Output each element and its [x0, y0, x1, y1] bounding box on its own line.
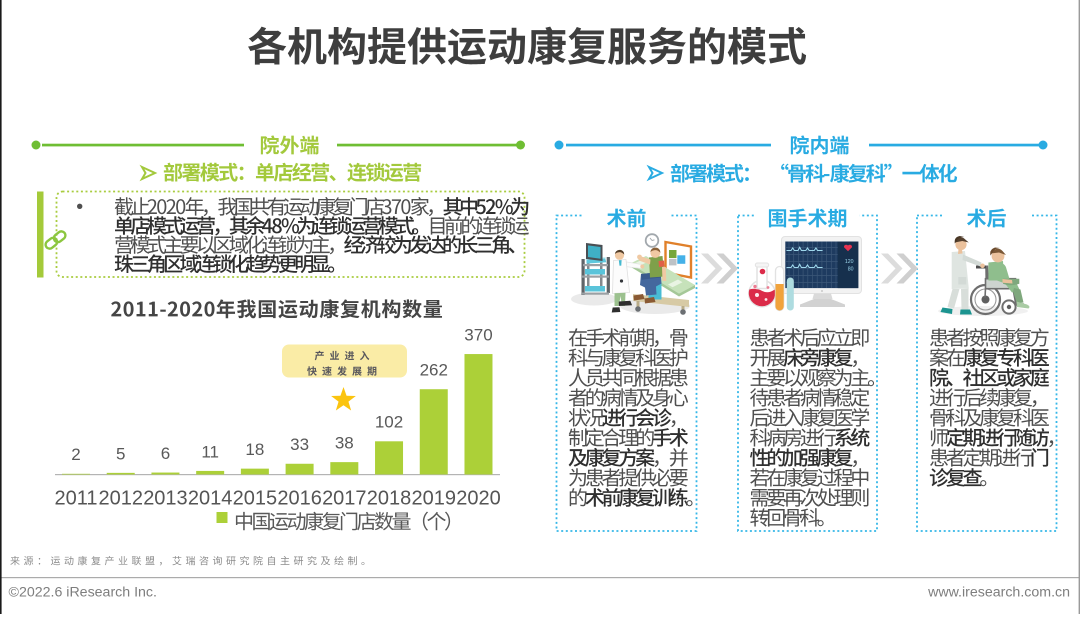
- svg-text:2015: 2015: [233, 488, 278, 510]
- svg-text:38: 38: [335, 434, 354, 453]
- svg-text:5: 5: [116, 444, 125, 463]
- svg-text:2020: 2020: [456, 488, 501, 510]
- svg-text:2016: 2016: [277, 488, 322, 510]
- svg-text:18: 18: [245, 440, 264, 459]
- svg-text:2014: 2014: [188, 488, 233, 510]
- svg-text:2: 2: [71, 445, 80, 464]
- svg-text:©2022.6 iResearch Inc.: ©2022.6 iResearch Inc.: [9, 585, 157, 601]
- svg-text:2019: 2019: [412, 488, 457, 510]
- svg-text:www.iresearch.com.cn: www.iresearch.com.cn: [927, 585, 1070, 601]
- svg-text:2011: 2011: [54, 488, 97, 510]
- svg-text:2017: 2017: [322, 488, 367, 510]
- svg-text:33: 33: [290, 435, 309, 454]
- svg-text:6: 6: [161, 444, 170, 463]
- svg-text:370: 370: [464, 325, 492, 344]
- svg-text:102: 102: [375, 413, 403, 432]
- svg-text:262: 262: [420, 361, 448, 380]
- svg-text:2012: 2012: [98, 488, 143, 510]
- svg-text:80: 80: [848, 267, 854, 273]
- svg-text:2013: 2013: [143, 488, 188, 510]
- svg-text:120: 120: [845, 259, 854, 265]
- svg-text:11: 11: [201, 442, 219, 461]
- svg-text:2018: 2018: [367, 488, 412, 510]
